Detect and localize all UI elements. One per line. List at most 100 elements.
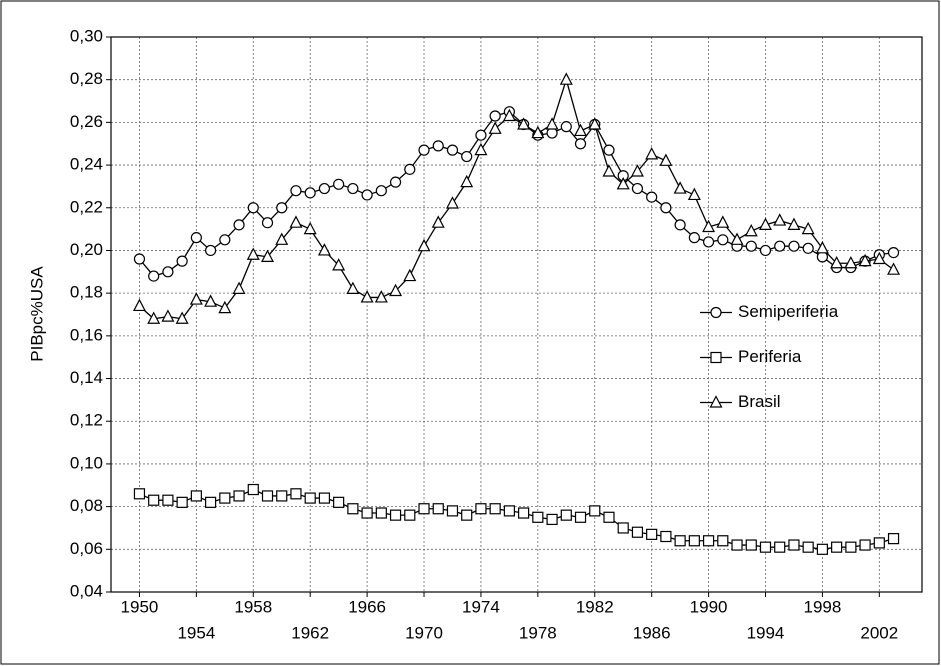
point bbox=[788, 240, 800, 252]
point bbox=[162, 266, 174, 278]
point bbox=[333, 496, 345, 508]
plot-border bbox=[110, 36, 923, 593]
point bbox=[204, 496, 217, 508]
point bbox=[318, 492, 331, 504]
point bbox=[189, 292, 203, 305]
point bbox=[488, 121, 502, 134]
series-line bbox=[139, 488, 894, 550]
point bbox=[204, 294, 218, 307]
point bbox=[559, 72, 573, 85]
point bbox=[517, 117, 531, 130]
point bbox=[759, 541, 772, 553]
point bbox=[389, 509, 402, 521]
point bbox=[375, 185, 387, 197]
point bbox=[801, 221, 815, 235]
point bbox=[815, 241, 829, 254]
point bbox=[717, 535, 729, 547]
x-tick-label: 1962 bbox=[291, 623, 329, 642]
point bbox=[446, 505, 459, 517]
point bbox=[389, 283, 403, 297]
x-tick-label: 1974 bbox=[462, 597, 500, 616]
point bbox=[702, 219, 716, 233]
point bbox=[773, 213, 787, 226]
legend-label: Brasil bbox=[738, 392, 781, 411]
point bbox=[432, 140, 444, 152]
point bbox=[560, 121, 572, 133]
point bbox=[247, 483, 259, 496]
point bbox=[774, 240, 786, 252]
point bbox=[659, 153, 673, 166]
point bbox=[788, 539, 800, 551]
point bbox=[830, 255, 844, 269]
point bbox=[730, 232, 744, 245]
point bbox=[616, 176, 630, 190]
point bbox=[717, 234, 729, 246]
point bbox=[246, 247, 260, 260]
point bbox=[332, 258, 346, 271]
y-tick-label: 0,24 bbox=[70, 155, 103, 174]
point bbox=[475, 503, 487, 515]
legend-marker bbox=[709, 395, 723, 408]
y-tick-label: 0,22 bbox=[70, 197, 103, 216]
point bbox=[646, 191, 658, 203]
point bbox=[361, 189, 373, 201]
x-tick-label: 1966 bbox=[348, 597, 386, 616]
point bbox=[560, 509, 572, 521]
point bbox=[148, 270, 160, 282]
point bbox=[176, 255, 188, 267]
point bbox=[731, 539, 743, 551]
point bbox=[360, 290, 374, 303]
point bbox=[432, 503, 444, 515]
x-tick-label: 1982 bbox=[576, 597, 614, 616]
point bbox=[574, 138, 587, 150]
point bbox=[887, 246, 900, 259]
x-tick-label: 1994 bbox=[747, 623, 785, 642]
y-tick-label: 0,08 bbox=[70, 496, 103, 515]
point bbox=[603, 511, 615, 523]
point bbox=[461, 509, 473, 521]
point bbox=[318, 182, 331, 195]
point bbox=[802, 242, 814, 254]
point bbox=[831, 541, 843, 553]
point bbox=[162, 494, 174, 506]
point bbox=[418, 144, 430, 156]
point bbox=[175, 311, 189, 324]
point bbox=[574, 123, 588, 137]
y-tick-label: 0,26 bbox=[70, 112, 103, 131]
point bbox=[445, 196, 459, 209]
y-tick-label: 0,10 bbox=[70, 453, 103, 472]
point bbox=[589, 505, 601, 517]
legend-label: Periferia bbox=[738, 347, 802, 366]
point bbox=[588, 117, 602, 130]
point bbox=[219, 234, 231, 246]
x-tick-label: 1950 bbox=[121, 597, 159, 616]
point bbox=[745, 240, 757, 252]
point bbox=[304, 492, 316, 504]
point bbox=[702, 236, 715, 248]
point bbox=[290, 185, 302, 197]
point bbox=[502, 108, 516, 122]
point bbox=[489, 110, 501, 122]
y-axis-label: PIBpc%USA bbox=[27, 266, 46, 362]
x-tick-label: 1954 bbox=[177, 623, 215, 642]
point bbox=[631, 526, 644, 538]
point bbox=[374, 290, 388, 303]
point bbox=[346, 281, 360, 294]
point bbox=[688, 535, 700, 547]
point bbox=[333, 178, 345, 190]
legend-marker bbox=[710, 306, 722, 319]
point bbox=[859, 539, 871, 551]
point bbox=[347, 182, 359, 195]
x-tick-label: 1998 bbox=[803, 597, 841, 616]
point bbox=[431, 215, 445, 228]
point bbox=[276, 202, 288, 214]
point bbox=[289, 215, 303, 228]
point bbox=[404, 163, 416, 175]
point bbox=[518, 507, 530, 519]
point bbox=[132, 298, 146, 312]
point bbox=[276, 490, 288, 502]
point bbox=[261, 249, 275, 262]
point bbox=[176, 496, 188, 508]
point bbox=[546, 513, 558, 526]
point bbox=[531, 125, 545, 139]
